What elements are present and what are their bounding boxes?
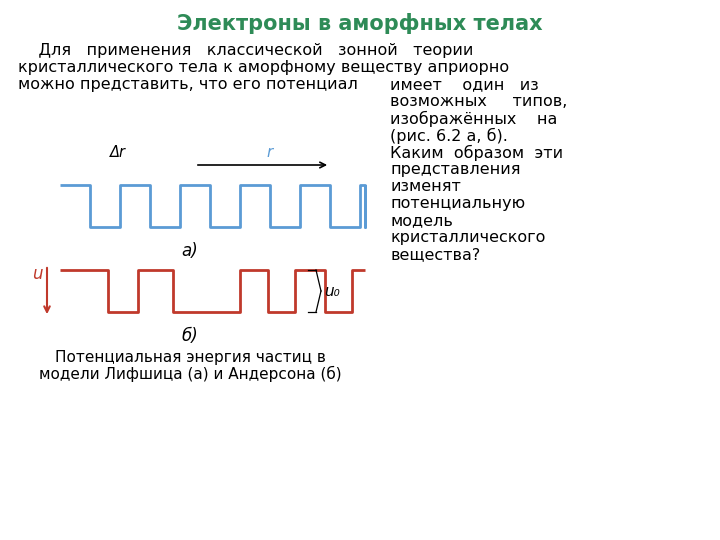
Text: Потенциальная энергия частиц в: Потенциальная энергия частиц в (55, 350, 325, 365)
Text: возможных     типов,: возможных типов, (390, 94, 567, 109)
Text: r: r (267, 145, 273, 160)
Text: модель: модель (390, 213, 453, 228)
Text: потенциальную: потенциальную (390, 196, 525, 211)
Text: имеет    один   из: имеет один из (390, 77, 539, 92)
Text: Для   применения   классической   зонной   теории: Для применения классической зонной теори… (18, 43, 473, 58)
Text: u₀: u₀ (324, 284, 340, 299)
Text: кристаллического тела к аморфному веществу априорно: кристаллического тела к аморфному вещест… (18, 60, 509, 75)
Text: u: u (32, 265, 43, 283)
Text: кристаллического: кристаллического (390, 230, 545, 245)
Text: вещества?: вещества? (390, 247, 480, 262)
Text: а): а) (181, 242, 199, 260)
Text: Каким  образом  эти: Каким образом эти (390, 145, 563, 161)
Text: модели Лифшица (а) и Андерсона (б): модели Лифшица (а) и Андерсона (б) (39, 366, 341, 382)
Text: Электроны в аморфных телах: Электроны в аморфных телах (177, 13, 543, 34)
Text: можно представить, что его потенциал: можно представить, что его потенциал (18, 77, 358, 92)
Text: б): б) (181, 327, 199, 345)
Text: Δr: Δr (110, 145, 126, 160)
Text: (рис. 6.2 а, б).: (рис. 6.2 а, б). (390, 128, 508, 144)
Text: представления: представления (390, 162, 521, 177)
Text: изображённых    на: изображённых на (390, 111, 557, 127)
Text: изменят: изменят (390, 179, 461, 194)
